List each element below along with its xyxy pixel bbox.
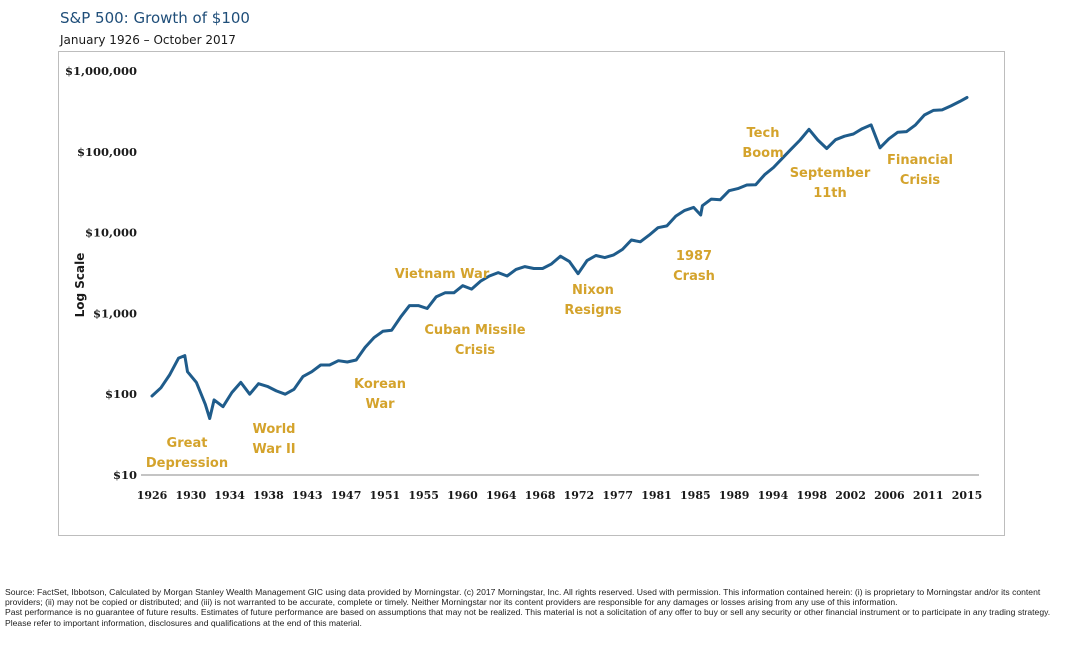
event-annotation-line: World — [253, 422, 296, 437]
event-annotation-line: 1987 — [676, 249, 712, 264]
x-tick-label: 1985 — [680, 489, 711, 502]
event-annotation-line: Nixon — [572, 283, 614, 298]
x-tick-label: 1981 — [641, 489, 672, 502]
event-annotation: Tech Boom — [742, 126, 783, 161]
event-annotation: World War II — [252, 422, 295, 457]
event-annotation-line: Cuban Missile — [424, 323, 525, 338]
event-annotation-line: War — [365, 397, 395, 412]
x-tick-label: 2015 — [952, 489, 983, 502]
y-tick-label: $100,000 — [77, 145, 137, 159]
event-annotation-line: Korean — [354, 377, 406, 392]
x-tick-label: 1943 — [292, 489, 323, 502]
y-axis-label: Log Scale — [73, 253, 87, 318]
x-tick-label: 1989 — [719, 489, 750, 502]
event-annotation: 1987 Crash — [673, 249, 715, 284]
event-annotation-line: Boom — [742, 146, 783, 161]
chart-subtitle: January 1926 – October 2017 — [60, 33, 236, 47]
x-tick-label: 1960 — [447, 489, 478, 502]
x-tick-label: 1994 — [758, 489, 789, 502]
chart-frame: $1,000,000 $100,000 $10,000 $1,000 $100 $10 Lo… — [58, 51, 1005, 536]
event-annotation: September 11th — [790, 166, 871, 201]
event-annotation-line: 11th — [813, 186, 847, 201]
y-tick-label: $1,000 — [93, 306, 137, 320]
event-annotation-line: Tech — [747, 126, 780, 141]
event-annotation-line: Great — [167, 436, 208, 451]
x-tick-label: 1955 — [408, 489, 439, 502]
x-tick-label: 1926 — [137, 489, 168, 502]
source-note: Source: FactSet, Ibbotson, Calculated by… — [5, 587, 1041, 608]
y-tick-label: $100 — [105, 387, 137, 401]
x-tick-label: 1938 — [253, 489, 284, 502]
event-annotation-line: Crisis — [455, 343, 496, 358]
event-annotation-line: Crisis — [900, 173, 941, 188]
event-annotation-line: War II — [252, 442, 295, 457]
x-tick-label: 2006 — [874, 489, 905, 502]
sp500-growth-line — [150, 96, 969, 420]
y-tick-label: $1,000,000 — [65, 64, 137, 78]
x-tick-label: 1934 — [214, 489, 245, 502]
event-annotation: Great Depression — [146, 436, 228, 471]
event-annotation: Korean War — [354, 377, 406, 412]
x-tick-label: 1998 — [796, 489, 827, 502]
x-tick-label: 2011 — [913, 489, 944, 502]
event-annotation-line: Vietnam War — [395, 267, 490, 282]
disclaimer-note: Past performance is no guarantee of futu… — [5, 607, 1051, 628]
x-tick-label: 1947 — [331, 489, 362, 502]
chart-title: S&P 500: Growth of $100 — [60, 9, 250, 27]
growth-chart: $1,000,000 $100,000 $10,000 $1,000 $100 $10 Lo… — [65, 64, 983, 502]
event-annotation: Financial Crisis — [887, 153, 953, 188]
event-annotation-line: Resigns — [564, 303, 622, 318]
x-tick-label: 1977 — [602, 489, 633, 502]
y-tick-label: $10,000 — [85, 226, 137, 240]
event-annotation-line: Crash — [673, 269, 715, 284]
x-tick-label: 2002 — [835, 489, 866, 502]
footer-notes: Source: FactSet, Ibbotson, Calculated by… — [5, 587, 1073, 628]
event-annotation-line: Depression — [146, 456, 228, 471]
x-tick-label: 1972 — [564, 489, 595, 502]
event-annotation: Cuban Missile Crisis — [424, 323, 525, 358]
event-annotation: Nixon Resigns — [564, 283, 622, 318]
x-tick-label: 1968 — [525, 489, 556, 502]
x-tick-label: 1930 — [175, 489, 206, 502]
x-tick-label: 1964 — [486, 489, 517, 502]
event-annotation-line: Financial — [887, 153, 953, 168]
x-tick-label: 1951 — [370, 489, 401, 502]
y-tick-label: $10 — [113, 468, 137, 482]
event-annotation-line: September — [790, 166, 871, 181]
event-annotation: Vietnam War — [395, 267, 490, 282]
